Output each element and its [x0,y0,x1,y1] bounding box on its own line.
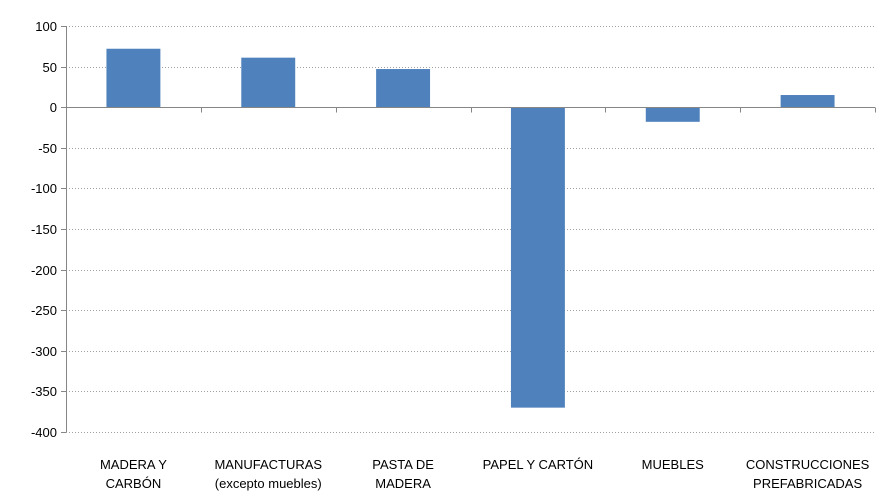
y-tick-labels: 100 50 0 -50 -100 -150 -200 -250 -300 -350 -400 [31,19,57,440]
x-category-label: MADERA Y [100,457,167,472]
bars [106,48,835,408]
bar [645,107,700,122]
x-category-label: PAPEL Y CARTÓN [483,457,594,472]
y-tick-label: 0 [50,100,57,115]
bar [241,57,296,108]
y-tick-label: -300 [31,344,57,359]
y-tick-label: -400 [31,425,57,440]
y-tick-label: -150 [31,222,57,237]
x-category-label: MUEBLES [642,457,704,472]
axes [61,26,876,433]
bar [510,107,565,408]
y-tick-label: -200 [31,263,57,278]
x-category-label: MANUFACTURAS [214,457,322,472]
x-category-label: PASTA DE [372,457,434,472]
y-tick-label: -250 [31,303,57,318]
y-tick-label: 50 [43,60,57,75]
x-category-label: PREFABRICADAS [753,476,862,491]
gridlines [66,26,875,433]
bar [106,48,161,108]
x-category-label: MADERA [375,476,431,491]
y-tick-label: 100 [35,19,57,34]
bar [780,95,835,108]
x-category-label: CONSTRUCCIONES [746,457,870,472]
y-tick-label: -350 [31,384,57,399]
x-category-label: (excepto muebles) [215,476,322,491]
bar [376,69,431,108]
y-tick-label: -50 [38,141,57,156]
x-category-label: CARBÓN [106,476,162,491]
y-tick-label: -100 [31,181,57,196]
x-category-labels: MADERA Y CARBÓN MANUFACTURAS (excepto muebl… [100,457,870,491]
